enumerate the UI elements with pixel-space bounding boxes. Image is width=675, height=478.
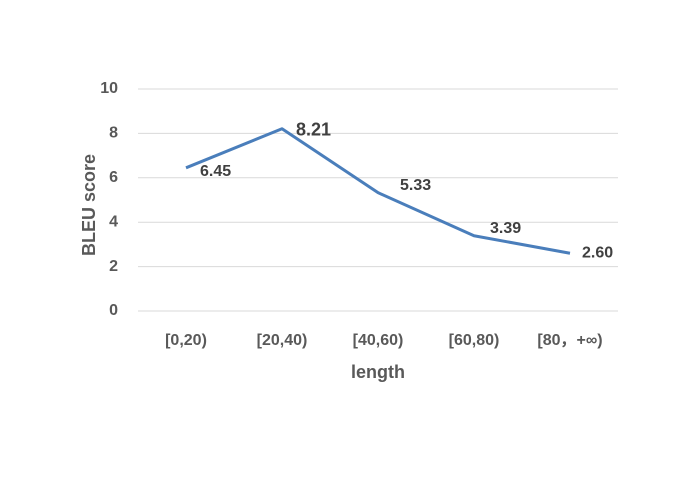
y-tick-label: 2 xyxy=(109,258,118,275)
y-tick-label: 4 xyxy=(109,213,118,230)
y-axis-label: BLEU score xyxy=(79,154,99,256)
y-tick-label: 10 xyxy=(100,80,118,97)
data-label: 5.33 xyxy=(400,177,431,194)
x-tick-label: [80，+∞) xyxy=(537,332,602,349)
y-tick-label: 6 xyxy=(109,169,118,186)
data-label: 8.21 xyxy=(296,119,331,139)
x-axis-label: length xyxy=(351,362,405,382)
y-tick-label: 0 xyxy=(109,302,118,319)
line-series xyxy=(185,127,571,255)
y-tick-label: 8 xyxy=(109,125,118,142)
x-tick-label: [40,60) xyxy=(353,332,404,349)
x-tick-label: [60,80) xyxy=(449,332,500,349)
data-label: 6.45 xyxy=(200,163,231,180)
data-label: 2.60 xyxy=(582,244,613,261)
x-tick-label: [20,40) xyxy=(257,332,308,349)
data-label: 3.39 xyxy=(490,220,521,237)
x-tick-label: [0,20) xyxy=(165,332,207,349)
